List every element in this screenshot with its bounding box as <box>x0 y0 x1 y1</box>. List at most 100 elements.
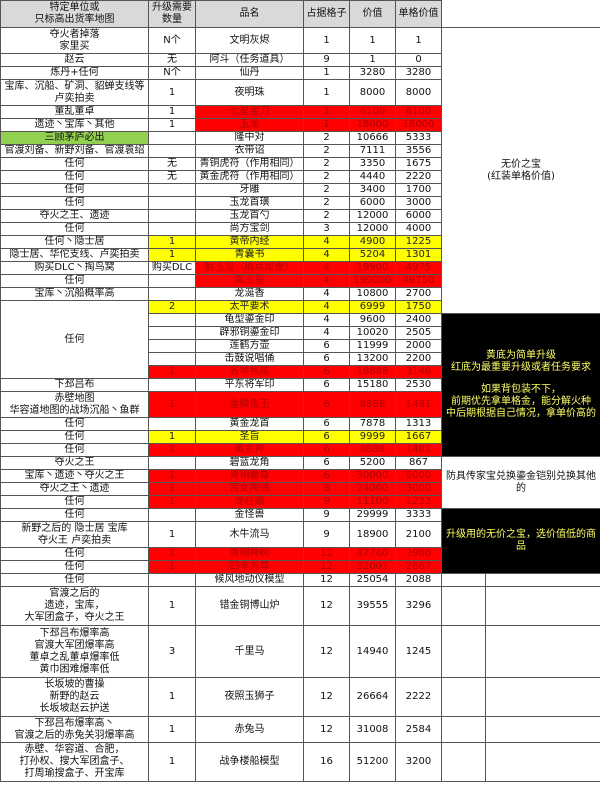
source-cell: 任何 <box>0 443 149 457</box>
table-row: 辟邪铜鎏金印 4 10020 2505 <box>1 326 600 340</box>
table-row: 任何 黄金龙首 6 7878 1313 <box>0 417 600 431</box>
table-row: 下邳吕布爆率高 官渡大军团爆率高 董卓之乱董卓爆率低 黄巾困难爆率低 3 千里马 12… <box>0 625 600 678</box>
qty-cell <box>148 287 196 301</box>
unit-value-cell: 3148 <box>395 365 442 379</box>
unit-value-cell: 2088 <box>395 573 442 587</box>
value-cell: 14940 <box>349 625 396 678</box>
slots-cell: 9 <box>303 521 350 548</box>
qty-cell: 1 <box>148 521 196 548</box>
table-row: 任何 1 四羊方尊 12 32001 2667 <box>0 560 600 574</box>
unit-value-cell: 4975 <box>395 261 442 275</box>
unit-value-cell: 1481 <box>395 443 442 457</box>
slots-cell: 12 <box>303 573 350 587</box>
slots-cell: 12 <box>303 547 350 561</box>
unit-value-cell: 1675 <box>395 157 442 171</box>
slots-cell: 4 <box>303 261 350 275</box>
qty-cell <box>148 378 196 392</box>
source-cell: 任何丶隐士居 <box>0 235 149 249</box>
item-name-cell: 黄金神 <box>195 443 304 457</box>
table-row: 夺火之王丶遗迹 1 宫女陶俑 8 24000 3000 <box>0 482 600 496</box>
unit-value-cell: 6000 <box>395 209 442 223</box>
qty-cell: 1 <box>148 469 196 483</box>
qty-cell <box>148 222 196 236</box>
qty-cell <box>148 183 196 197</box>
qty-cell: 1 <box>148 560 196 574</box>
item-name-cell: 错金铜博山炉 <box>195 586 304 626</box>
value-cell: 26664 <box>349 677 396 717</box>
value-cell: 30000 <box>349 469 396 483</box>
item-name-cell: 战争楼船模型 <box>195 742 304 782</box>
qty-cell: 1 <box>148 430 196 444</box>
value-cell: 1 <box>349 53 396 67</box>
slots-cell: 4 <box>303 313 350 327</box>
qty-cell: 1 <box>148 716 196 743</box>
unit-value-cell: 1700 <box>395 183 442 197</box>
value-cell: 8888 <box>349 443 396 457</box>
slots-cell: 4 <box>303 287 350 301</box>
value-cell: 18900 <box>349 521 396 548</box>
source-cell: 长坂坡的曹操 新野的赵云 长坂坡赵云护送 <box>0 677 149 717</box>
table-row: 任何 候风地动仪模型 12 25054 2088 <box>0 573 600 587</box>
value-cell: 5204 <box>349 248 396 262</box>
table-row: 夺火之王 碧蓝龙角 6 5200 867 防具传家宝兑换鎏金铠别兑换其他的 <box>0 456 600 509</box>
item-name-cell: 隆中对 <box>195 131 304 145</box>
source-cell: 任何 <box>0 430 149 444</box>
value-cell: 18888 <box>349 365 396 379</box>
unit-value-cell: 2220 <box>395 170 442 184</box>
unit-value-cell: 6100 <box>395 105 442 119</box>
qty-cell <box>148 209 196 223</box>
item-name-cell: 衣带诏 <box>195 144 304 158</box>
unit-value-cell: 2700 <box>395 287 442 301</box>
table-row: 赤壁、华容道、合肥， 打孙权、搜大军团盒子、 打周瑜搜盒子、开宝库 1 战争楼船模型… <box>0 742 600 782</box>
value-cell: 6999 <box>349 300 396 314</box>
qty-cell <box>148 339 196 353</box>
source-cell: 任何 <box>0 547 149 561</box>
value-cell: 13200 <box>349 352 396 366</box>
item-name-cell: 七星宝刀 <box>195 105 304 119</box>
source-cell: 任何 <box>0 560 149 574</box>
qty-cell: 1 <box>148 118 196 132</box>
item-name-cell: 牙雕 <box>195 183 304 197</box>
unit-value-cell: 1233 <box>395 495 442 509</box>
value-cell: 15180 <box>349 378 396 392</box>
slots-cell: 2 <box>303 183 350 197</box>
item-name-cell: 太平要术 <box>195 300 304 314</box>
header-unit-value: 单格价值 <box>395 0 442 28</box>
qty-cell <box>148 313 196 327</box>
unit-value-cell: 3200 <box>395 742 442 782</box>
unit-value-cell: 2584 <box>395 716 442 743</box>
slots-cell: 6 <box>303 378 350 392</box>
empty-cell <box>441 586 486 626</box>
slots-cell: 2 <box>303 209 350 223</box>
source-cell: 夺火之王 <box>0 456 149 470</box>
qty-cell: 1 <box>148 495 196 509</box>
table-row: 赤壁地图 华容道地图的战场沉船丶鱼群 1 金鳞鱼王 6 8888 1481 <box>0 391 600 418</box>
source-cell: 夺火者掉落 家里买 <box>0 27 149 54</box>
slots-cell: 4 <box>303 235 350 249</box>
value-cell: 8888 <box>349 391 396 418</box>
source-cell: 夺火之王丶遗迹 <box>0 482 149 496</box>
unit-value-cell: 2222 <box>395 677 442 717</box>
qty-cell: 1 <box>148 742 196 782</box>
slots-cell: 4 <box>303 300 350 314</box>
qty-cell: 1 <box>148 443 196 457</box>
note-cell: 黄底为简单升级 红底为最重要升级或者任务要求 如果背包装不下， 前期优先拿单格金，… <box>441 313 600 457</box>
unit-value-cell: 1667 <box>395 430 442 444</box>
unit-value-cell: 4000 <box>395 222 442 236</box>
unit-value-cell: 1301 <box>395 248 442 262</box>
value-cell: 18000 <box>349 118 396 132</box>
source-cell: 任何 <box>0 417 149 431</box>
item-name-cell: 千里马 <box>195 625 304 678</box>
unit-value-cell: 2530 <box>395 378 442 392</box>
item-name-cell: 宫女陶俑 <box>195 482 304 496</box>
item-name-cell: 青囊书 <box>195 248 304 262</box>
item-name-cell: 碧蓝龙角 <box>195 456 304 470</box>
unit-value-cell: 1750 <box>395 300 442 314</box>
header-notes-blank <box>441 0 600 28</box>
unit-value-cell: 1 <box>395 27 442 54</box>
empty-cell <box>485 625 600 678</box>
slots-cell: 1 <box>303 27 350 54</box>
value-cell: 12000 <box>349 222 396 236</box>
item-name-cell: 金鳞鱼王 <box>195 391 304 418</box>
unit-value-cell: 2000 <box>395 339 442 353</box>
